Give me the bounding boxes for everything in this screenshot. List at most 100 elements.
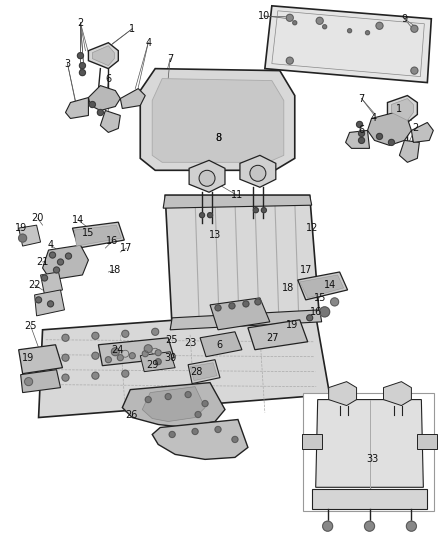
Text: 12: 12 [305, 223, 317, 233]
Text: 25: 25 [165, 335, 177, 345]
Polygon shape [18, 225, 40, 246]
Circle shape [242, 301, 248, 307]
Circle shape [117, 355, 123, 361]
Circle shape [155, 350, 161, 356]
Circle shape [356, 122, 362, 127]
Text: 21: 21 [36, 257, 49, 267]
Circle shape [57, 259, 64, 265]
Text: 11: 11 [230, 190, 243, 200]
Circle shape [322, 521, 332, 531]
Text: 1: 1 [396, 103, 402, 114]
Text: 1: 1 [129, 24, 135, 34]
Circle shape [194, 411, 201, 417]
Circle shape [165, 393, 171, 400]
Text: 16: 16 [309, 307, 321, 317]
Polygon shape [100, 110, 120, 132]
Circle shape [65, 253, 71, 259]
Polygon shape [240, 155, 275, 187]
Circle shape [319, 307, 329, 317]
Text: 14: 14 [323, 280, 335, 290]
Circle shape [77, 53, 83, 59]
Polygon shape [152, 419, 247, 459]
Circle shape [330, 298, 338, 306]
Circle shape [261, 208, 266, 213]
Circle shape [47, 301, 53, 307]
Circle shape [207, 213, 212, 217]
Circle shape [410, 67, 417, 74]
Text: 9: 9 [400, 14, 406, 24]
Circle shape [105, 357, 111, 362]
Circle shape [89, 101, 95, 108]
Circle shape [121, 330, 128, 337]
Circle shape [406, 521, 415, 531]
Circle shape [198, 171, 215, 186]
Text: 30: 30 [164, 353, 176, 363]
Text: 2: 2 [411, 124, 417, 133]
Circle shape [229, 303, 234, 309]
Polygon shape [247, 320, 307, 350]
Polygon shape [200, 332, 241, 357]
Text: 29: 29 [146, 360, 158, 370]
Text: 7: 7 [357, 93, 364, 103]
Polygon shape [40, 272, 62, 295]
Text: 18: 18 [281, 283, 293, 293]
Polygon shape [387, 95, 417, 123]
Polygon shape [345, 131, 369, 148]
Polygon shape [311, 489, 426, 509]
Text: 13: 13 [208, 230, 221, 240]
Polygon shape [65, 98, 88, 118]
Circle shape [192, 429, 198, 434]
Text: 14: 14 [72, 215, 85, 225]
Polygon shape [92, 46, 114, 66]
Polygon shape [383, 382, 410, 406]
Text: 27: 27 [266, 333, 279, 343]
Text: 6: 6 [358, 125, 364, 135]
Circle shape [286, 57, 293, 64]
Polygon shape [297, 272, 347, 300]
Text: 4: 4 [145, 38, 151, 48]
Polygon shape [142, 386, 205, 422]
Circle shape [92, 332, 99, 340]
Circle shape [49, 252, 55, 258]
Polygon shape [152, 78, 283, 163]
Circle shape [215, 426, 220, 432]
Polygon shape [39, 310, 329, 417]
Text: 17: 17 [299, 265, 311, 275]
Circle shape [388, 140, 394, 146]
Polygon shape [165, 195, 319, 328]
Text: 17: 17 [120, 243, 132, 253]
Circle shape [92, 352, 99, 359]
Polygon shape [88, 43, 118, 69]
Circle shape [249, 165, 265, 181]
Circle shape [129, 353, 135, 359]
Circle shape [322, 25, 326, 29]
Polygon shape [189, 160, 224, 192]
Polygon shape [72, 222, 124, 248]
Text: 25: 25 [24, 321, 37, 331]
Text: 18: 18 [109, 265, 121, 275]
Polygon shape [301, 434, 321, 449]
Text: 19: 19 [14, 223, 27, 233]
Circle shape [365, 31, 369, 35]
Text: 2: 2 [77, 18, 83, 28]
Polygon shape [163, 195, 311, 208]
Circle shape [152, 348, 158, 355]
Circle shape [111, 348, 119, 356]
Circle shape [292, 21, 296, 25]
Circle shape [121, 350, 128, 357]
Polygon shape [391, 99, 413, 120]
Circle shape [145, 397, 151, 402]
Text: 10: 10 [257, 11, 269, 21]
Circle shape [97, 109, 103, 116]
Text: 24: 24 [111, 345, 123, 355]
Text: 15: 15 [82, 228, 94, 238]
Circle shape [53, 267, 60, 273]
Circle shape [169, 432, 175, 438]
Circle shape [358, 131, 364, 136]
Text: 3: 3 [64, 59, 71, 69]
Polygon shape [328, 382, 356, 406]
Polygon shape [315, 400, 422, 487]
Polygon shape [21, 370, 60, 393]
Text: 7: 7 [166, 54, 173, 63]
Polygon shape [140, 352, 175, 372]
